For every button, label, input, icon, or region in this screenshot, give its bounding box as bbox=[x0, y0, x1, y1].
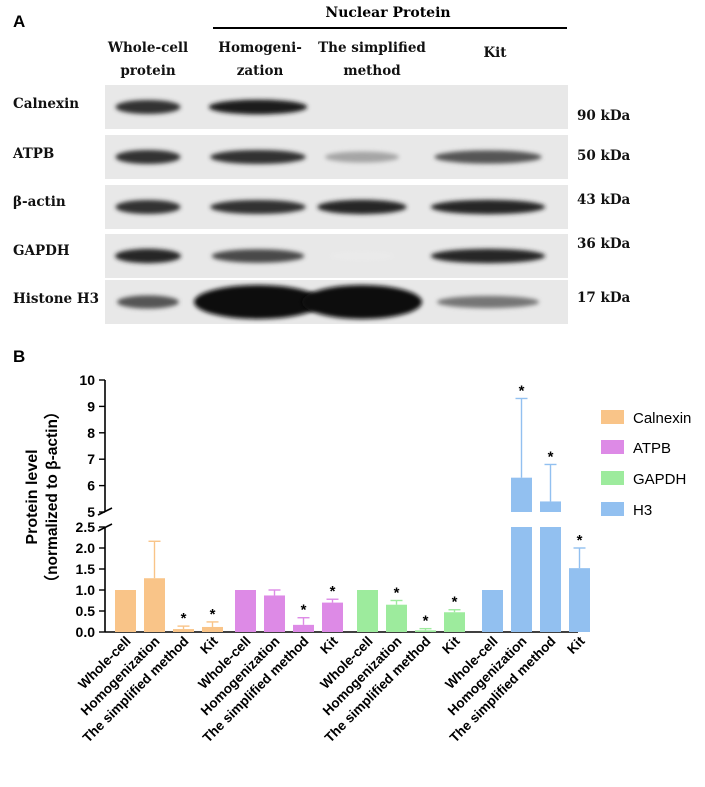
bar bbox=[482, 590, 503, 632]
y-axis-label: Protein level bbox=[24, 449, 41, 544]
column-label: zation bbox=[237, 63, 284, 79]
significance-marker: * bbox=[577, 532, 583, 549]
column-label: Homogeni- bbox=[218, 40, 302, 56]
blot-band bbox=[324, 151, 400, 163]
bar bbox=[264, 595, 285, 632]
protein-label: ATPB bbox=[12, 146, 54, 162]
column-label: method bbox=[343, 63, 401, 79]
bar bbox=[115, 590, 136, 632]
nuclear-protein-header: Nuclear Protein bbox=[325, 5, 450, 21]
blot-band bbox=[436, 295, 540, 309]
significance-marker: * bbox=[330, 583, 336, 600]
panel-a-letter: A bbox=[13, 12, 25, 31]
blot-band bbox=[208, 99, 308, 115]
x-tick-label: Kit bbox=[317, 633, 341, 657]
bar bbox=[540, 527, 561, 632]
kda-label: 36 kDa bbox=[577, 236, 631, 252]
blot-strip bbox=[105, 85, 568, 129]
y-tick-label: 0.0 bbox=[76, 624, 96, 640]
kda-label: 43 kDa bbox=[577, 192, 631, 208]
x-tick-label: Kit bbox=[197, 633, 221, 657]
y-tick-label: 9 bbox=[87, 398, 95, 414]
column-label: The simplified bbox=[318, 40, 426, 56]
kda-label: 50 kDa bbox=[577, 148, 631, 164]
significance-marker: * bbox=[548, 448, 554, 465]
western-blot: Calnexin 90 kDa ATPB 50 kDa β-actin 43 kDa GAP… bbox=[12, 85, 631, 324]
bar bbox=[173, 629, 194, 632]
blot-band bbox=[430, 248, 546, 264]
bar bbox=[357, 590, 378, 632]
y-tick-label: 2.5 bbox=[76, 519, 96, 535]
protein-label: Calnexin bbox=[13, 96, 79, 112]
x-tick-label: Kit bbox=[564, 633, 588, 657]
bar-chart: 5 6 7 8 9 10 0.0 0.5 1.0 1.5 2.0 2.5 Protein level （n… bbox=[24, 372, 691, 745]
blot-band bbox=[117, 295, 179, 309]
kda-label: 90 kDa bbox=[577, 108, 631, 124]
blot-band bbox=[430, 199, 546, 215]
protein-label: β-actin bbox=[13, 194, 66, 210]
column-label: Kit bbox=[483, 45, 507, 61]
bar bbox=[415, 630, 436, 632]
y-tick-label: 10 bbox=[79, 372, 95, 388]
significance-marker: * bbox=[210, 606, 216, 623]
significance-marker: * bbox=[452, 594, 458, 611]
blot-band bbox=[210, 199, 306, 215]
significance-marker: * bbox=[181, 610, 187, 627]
bar bbox=[293, 624, 314, 632]
bar bbox=[386, 604, 407, 632]
legend-swatch bbox=[601, 440, 624, 454]
column-labels: Whole-cell protein Homogeni-zation The simp… bbox=[107, 40, 507, 79]
legend-swatch bbox=[601, 471, 624, 485]
x-tick-label: Kit bbox=[439, 633, 463, 657]
blot-band bbox=[115, 248, 181, 264]
legend-label: GAPDH bbox=[633, 471, 686, 488]
bar bbox=[235, 590, 256, 632]
significance-marker: * bbox=[423, 613, 429, 630]
bar bbox=[511, 477, 532, 512]
y-tick-label: 6 bbox=[87, 478, 95, 494]
column-label: protein bbox=[120, 63, 176, 79]
blot-band bbox=[329, 251, 395, 261]
blot-band bbox=[434, 150, 542, 164]
blot-band bbox=[115, 199, 181, 215]
bar bbox=[444, 612, 465, 632]
bar bbox=[322, 602, 343, 632]
legend-label: Calnexin bbox=[633, 410, 691, 427]
significance-marker: * bbox=[301, 602, 307, 619]
blot-band bbox=[302, 285, 422, 319]
column-label: Whole-cell bbox=[107, 40, 188, 56]
bar bbox=[569, 568, 590, 632]
y-tick-label: 7 bbox=[87, 451, 95, 467]
legend-label: H3 bbox=[633, 502, 652, 519]
legend-swatch bbox=[601, 410, 624, 424]
blot-band bbox=[194, 285, 322, 319]
y-tick-label: 1.5 bbox=[76, 561, 96, 577]
bar bbox=[511, 527, 532, 632]
y-tick-label: 2.0 bbox=[76, 540, 96, 556]
bar bbox=[144, 578, 165, 632]
y-tick-label: 8 bbox=[87, 425, 95, 441]
significance-marker: * bbox=[394, 585, 400, 602]
bar bbox=[540, 501, 561, 512]
blot-band bbox=[211, 249, 305, 263]
y-tick-label: 5 bbox=[87, 504, 95, 520]
protein-label: Histone H3 bbox=[13, 291, 99, 307]
protein-label: GAPDH bbox=[13, 243, 70, 259]
panel-b-letter: B bbox=[13, 347, 25, 366]
kda-label: 17 kDa bbox=[577, 290, 631, 306]
y-axis-label: （normalized to β-actin） bbox=[43, 404, 61, 591]
legend-swatch bbox=[601, 502, 624, 516]
blot-band bbox=[317, 199, 407, 215]
significance-marker: * bbox=[519, 382, 525, 399]
bar bbox=[202, 626, 223, 632]
blot-band bbox=[115, 149, 181, 165]
blot-band bbox=[115, 99, 181, 115]
y-tick-label: 1.0 bbox=[76, 582, 96, 598]
blot-band bbox=[210, 149, 306, 165]
legend-label: ATPB bbox=[633, 440, 671, 457]
y-tick-label: 0.5 bbox=[76, 603, 96, 619]
